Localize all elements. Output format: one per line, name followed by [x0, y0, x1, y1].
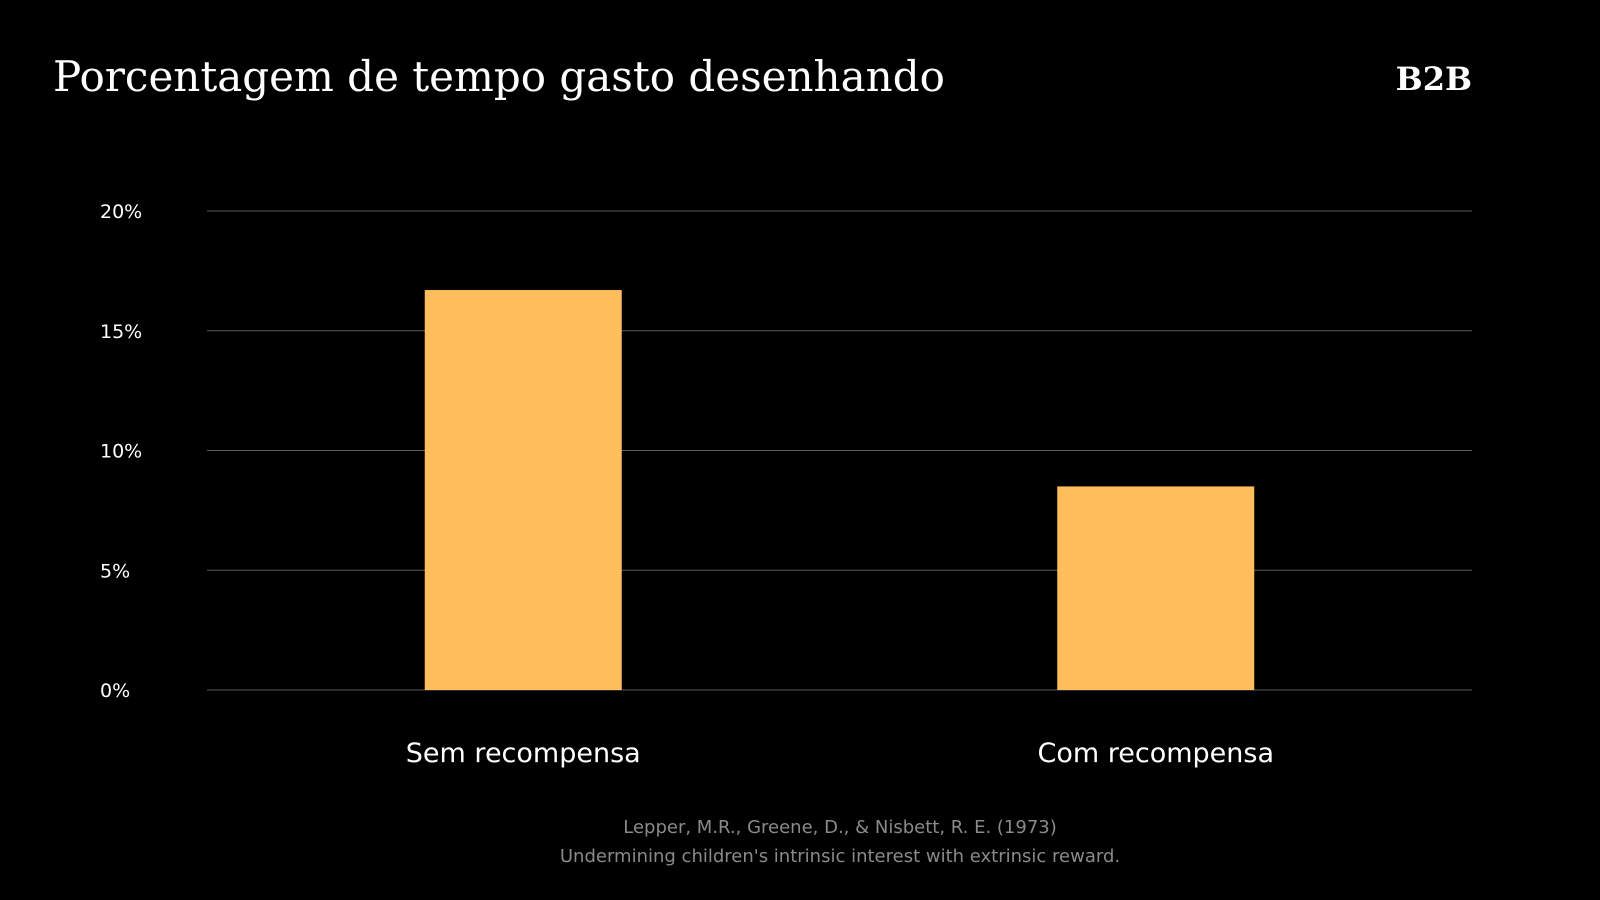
y-tick-label: 20% [100, 201, 142, 223]
y-tick-label: 5% [100, 560, 130, 582]
bar [424, 290, 622, 690]
chart-title: Porcentagem de tempo gasto desenhando [53, 52, 945, 101]
x-category-label: Com recompensa [1037, 738, 1274, 769]
y-tick-label: 0% [100, 680, 130, 702]
y-tick-label: 15% [100, 321, 142, 343]
bar [1057, 486, 1255, 690]
x-category-label: Sem recompensa [406, 738, 641, 769]
source-citation: Lepper, M.R., Greene, D., & Nisbett, R. … [623, 817, 1057, 838]
brand-logo: B2B [1395, 60, 1472, 98]
bar-chart: 0% 5% 10% 15% 20% Sem recompensa Com recompens… [100, 201, 1472, 769]
y-tick-label: 10% [100, 441, 142, 463]
source-description: Undermining children's intrinsic interes… [559, 846, 1121, 867]
